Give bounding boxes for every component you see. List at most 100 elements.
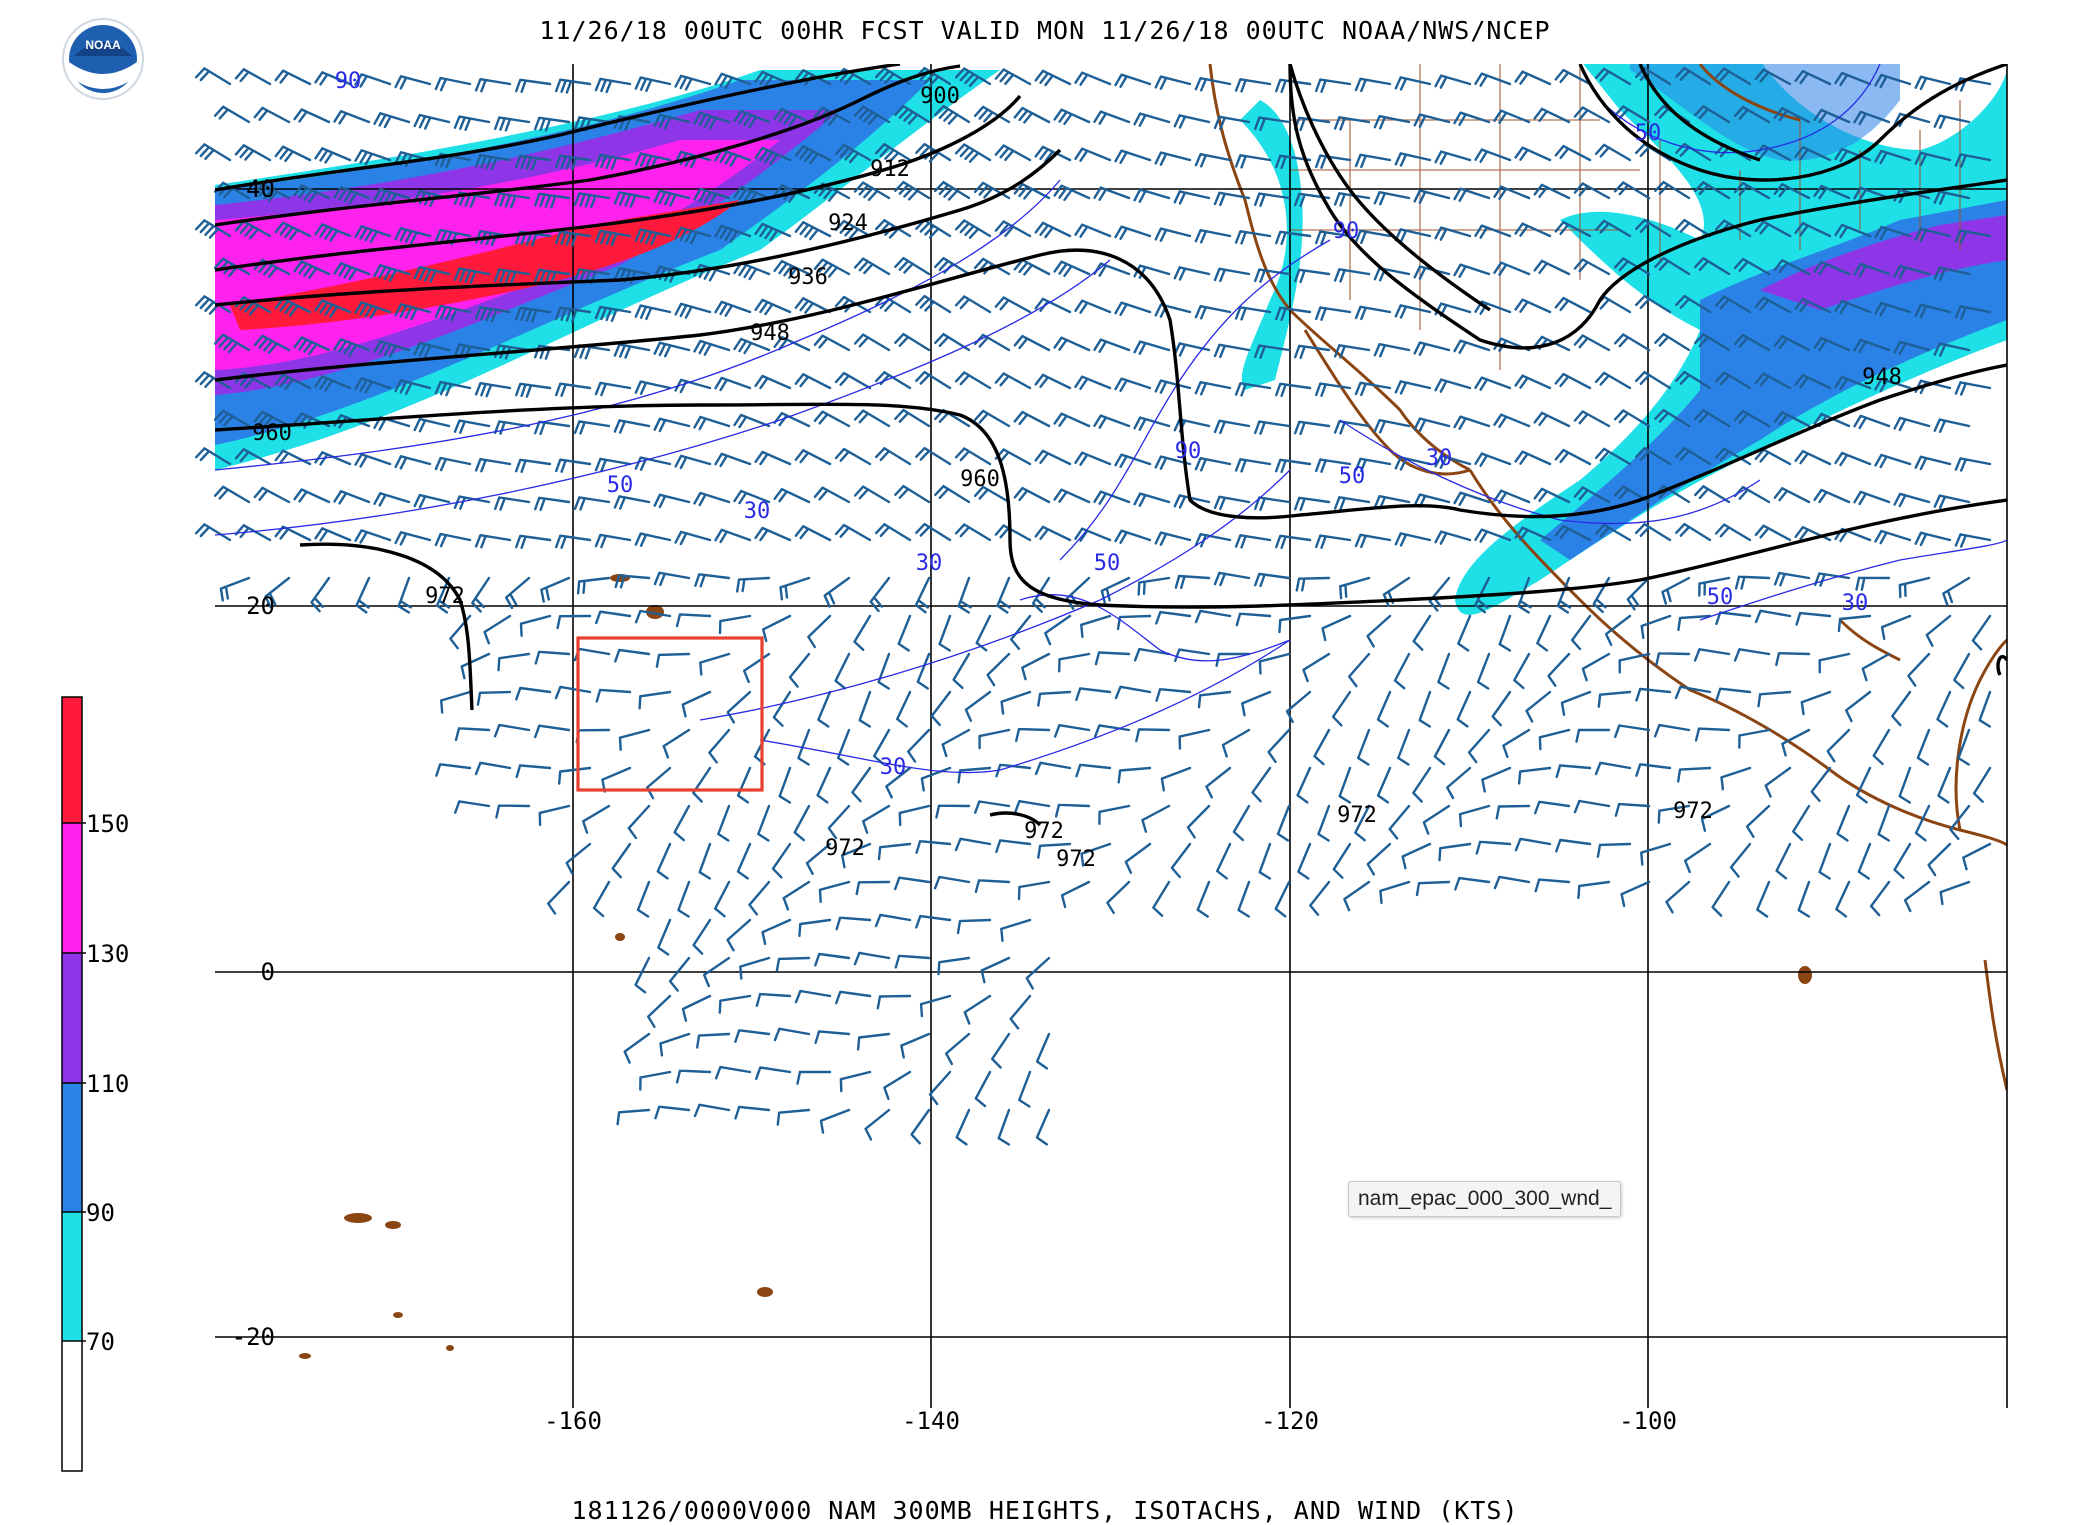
wind-barb [1296,766,1312,804]
wind-barb [1074,299,1112,314]
wind-barb [1614,802,1651,817]
wind-barb [1453,263,1491,278]
colorbar-label: 150 [86,810,129,838]
wind-barb [453,267,491,284]
wind-barb [1074,451,1112,466]
wind-barb [613,495,651,510]
wind-barb [681,690,712,718]
wind-barb [779,576,811,601]
wind-barb [1555,764,1592,779]
wind-barb [639,1070,672,1091]
wind-barb [853,485,891,504]
wind-barb [894,256,931,276]
wind-barb [726,690,752,724]
wind-barb [1254,268,1291,283]
wind-barb [1493,875,1531,890]
wind-barb [1275,230,1312,246]
wind-barb [894,104,931,125]
wind-barb [1035,1032,1051,1070]
wind-barb [1394,380,1432,395]
wind-barb [1536,614,1552,652]
wind-barb [1635,523,1672,542]
wind-barb [653,189,691,207]
wind-barb [474,761,512,776]
wind-barb [1775,842,1792,880]
wind-barb [1734,575,1771,590]
wind-barb [834,143,872,164]
wind-barb [1853,490,1891,506]
wind-barb [1474,452,1512,467]
wind-barb [755,1066,792,1080]
wind-barb [1315,306,1352,321]
wind-barb [930,690,952,727]
wind-barb [1178,728,1211,750]
wind-barb [994,296,1032,314]
wind-barb [1954,381,1992,396]
wind-barb [1533,183,1571,200]
wind-barb [534,724,571,739]
wind-barb [1000,690,1032,715]
wind-barb [1933,266,1971,281]
wind-barb [673,804,691,842]
wind-barb [1694,409,1731,428]
wind-barb [813,258,851,278]
wind-barb [538,804,571,827]
wind-barb [1376,766,1392,804]
wind-barb [1475,840,1512,855]
wind-barb [1493,413,1531,428]
wind-barb [1573,486,1611,504]
wind-barb [555,230,592,247]
lat-label: 0 [261,958,275,986]
wind-barb [1446,766,1472,800]
wind-barb [1626,576,1651,611]
wind-barb [1733,409,1771,428]
wind-barb [1635,447,1672,466]
wind-barb [1826,728,1851,763]
wind-barb [1937,766,1952,804]
wind-barb [934,181,971,201]
wind-barb [807,614,832,649]
wind-barb [1635,371,1672,390]
wind-barb [834,371,872,390]
wind-barb [793,804,811,842]
height-label: 972 [1673,799,1713,824]
wind-barb [1234,78,1272,93]
wind-barb [1354,457,1392,473]
wind-barb [1467,728,1491,764]
wind-barb [1133,492,1171,507]
wind-barb [748,880,771,916]
wind-barb [834,523,872,542]
wind-barb [534,192,571,209]
wind-barb [1575,728,1611,743]
height-label: 948 [750,321,790,346]
wind-barb [1114,149,1152,164]
colorbar-label: 110 [86,1070,129,1098]
wind-barb [935,804,971,819]
wind-barb [1074,147,1112,162]
wind-barb [674,302,712,319]
wind-barb [1493,185,1531,200]
wind-barb [1715,687,1752,702]
wind-barb [736,842,752,880]
wind-barb [952,652,971,690]
wind-barb [354,301,392,320]
wind-barb [1554,220,1592,238]
wind-barb [1194,229,1232,244]
wind-barb [1853,262,1891,278]
wind-barb [483,614,512,645]
wind-barb [1773,335,1811,352]
wind-barb [1514,450,1552,466]
wind-barb [1594,219,1632,238]
wind-barb [505,576,531,610]
wind-barb [195,523,232,542]
wind-barb [474,78,512,93]
wind-barb [594,381,632,397]
wind-barb [333,110,371,125]
wind-barb [493,723,531,738]
wind-barb [1173,190,1211,205]
wind-barb [978,728,1011,750]
wind-barb [1834,223,1872,239]
wind-barb [1315,534,1352,549]
wind-barb [1498,614,1512,652]
wind-barb [1493,109,1531,124]
